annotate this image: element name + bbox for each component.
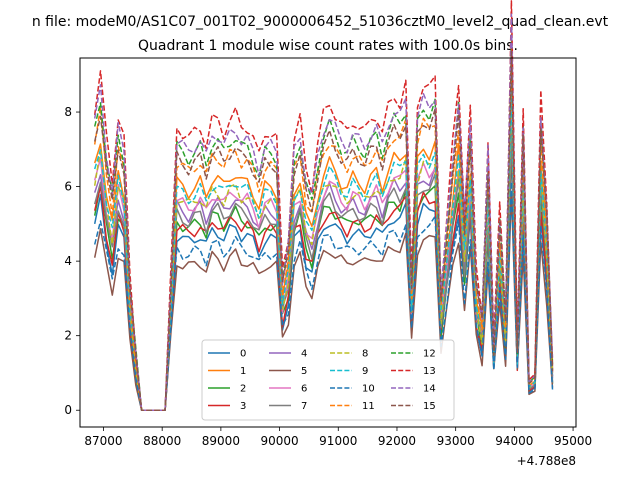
plot-frame: [79, 57, 577, 428]
legend-label: 3: [240, 401, 246, 412]
legend-label: 4: [301, 349, 307, 360]
legend-label: 1: [240, 366, 246, 377]
y-tick-label: 8: [64, 105, 72, 119]
legend-label: 6: [301, 384, 307, 395]
legend-label: 12: [423, 349, 436, 360]
x-tick-label: 91000: [319, 434, 357, 448]
legend-label: 10: [362, 384, 375, 395]
x-tick-label: 88000: [143, 434, 181, 448]
x-tick-label: 87000: [84, 434, 122, 448]
legend-label: 8: [362, 349, 368, 360]
x-axis: 87000 88000 89000 90000 91000 92000 93000 94000…: [84, 427, 592, 448]
legend-label: 2: [240, 384, 246, 395]
x-tick-label: 94000: [495, 434, 533, 448]
legend-label: 0: [240, 349, 246, 360]
legend-label: 7: [301, 401, 307, 412]
series-line-15: [93, 50, 554, 411]
y-tick-label: 0: [64, 403, 72, 417]
legend-label: 9: [362, 366, 368, 377]
legend-label: 14: [423, 384, 436, 395]
legend-label: 11: [362, 401, 375, 412]
series-line-13: [93, 0, 554, 411]
x-tick-label: 90000: [260, 434, 298, 448]
x-offset-label: +4.788e8: [517, 454, 576, 468]
y-tick-label: 4: [64, 254, 72, 268]
plot-lines: [93, 0, 554, 411]
series-line-11: [93, 42, 554, 411]
series-line-10: [93, 181, 554, 411]
figure-suptitle: n file: modeM0/AS1C07_001T02_9000006452_…: [32, 14, 609, 30]
y-tick-label: 2: [64, 329, 72, 343]
x-tick-label: 93000: [437, 434, 475, 448]
x-tick-label: 89000: [202, 434, 240, 448]
x-tick-label: 92000: [378, 434, 416, 448]
legend-label: 5: [301, 366, 307, 377]
y-axis: 0 2 4 6 8: [64, 105, 80, 417]
chart-title: Quadrant 1 module wise count rates with …: [138, 38, 518, 54]
x-tick-label: 95000: [554, 434, 592, 448]
legend-label: 15: [423, 401, 436, 412]
legend-box: [201, 339, 455, 421]
y-tick-label: 6: [64, 180, 72, 194]
series-line-9: [93, 90, 554, 411]
legend-label: 13: [423, 366, 436, 377]
